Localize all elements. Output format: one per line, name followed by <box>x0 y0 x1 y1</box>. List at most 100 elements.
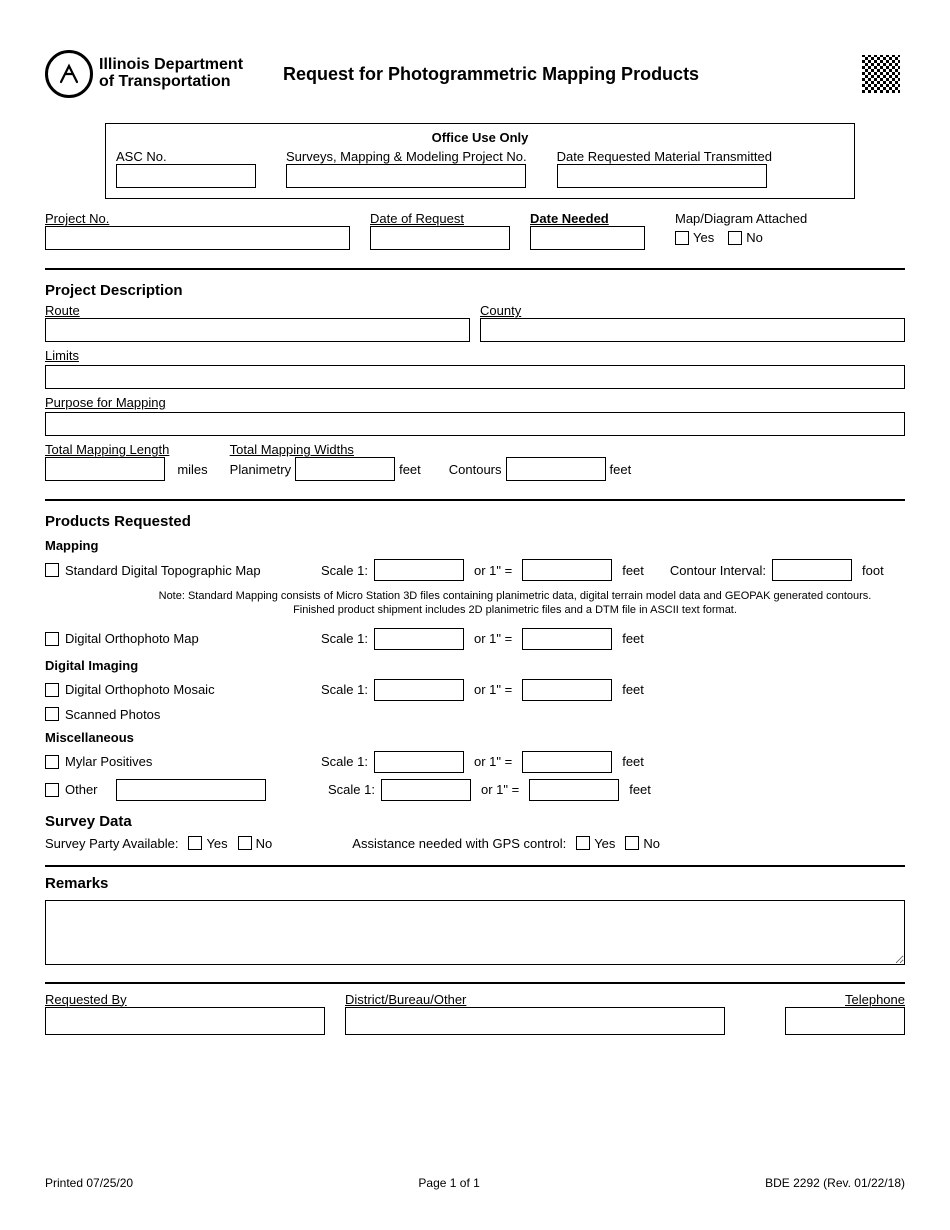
ortho-mosaic-scale-input[interactable] <box>374 679 464 701</box>
survey-party-no[interactable]: No <box>238 836 273 851</box>
mapping-subheading: Mapping <box>45 538 905 553</box>
gps-assist-no[interactable]: No <box>625 836 660 851</box>
date-transmitted-input[interactable] <box>557 164 767 188</box>
other-label: Other <box>65 782 110 797</box>
std-map-feet-unit: feet <box>622 563 644 578</box>
gps-assist-label: Assistance needed with GPS control: <box>352 836 566 851</box>
std-map-checkbox[interactable] <box>45 563 59 577</box>
other-scale-label: Scale 1: <box>328 782 375 797</box>
asc-no-input[interactable] <box>116 164 256 188</box>
std-map-eq-input[interactable] <box>522 559 612 581</box>
footer: Printed 07/25/20 Page 1 of 1 BDE 2292 (R… <box>45 1176 905 1190</box>
planimetry-input[interactable] <box>295 457 395 481</box>
ortho-map-eq-input[interactable] <box>522 628 612 650</box>
ortho-mosaic-eq-input[interactable] <box>522 679 612 701</box>
footer-page: Page 1 of 1 <box>418 1176 479 1190</box>
ortho-mosaic-or-label: or 1" = <box>474 682 512 697</box>
district-bureau-other-input[interactable] <box>345 1007 725 1035</box>
county-input[interactable] <box>480 318 905 342</box>
mylar-scale-input[interactable] <box>374 751 464 773</box>
ortho-mosaic-feet-unit: feet <box>622 682 644 697</box>
mylar-label: Mylar Positives <box>65 754 315 769</box>
total-mapping-widths-label: Total Mapping Widths <box>230 442 632 457</box>
mylar-eq-input[interactable] <box>522 751 612 773</box>
ortho-mosaic-scale-label: Scale 1: <box>321 682 368 697</box>
std-map-scale-label: Scale 1: <box>321 563 368 578</box>
purpose-label: Purpose for Mapping <box>45 395 166 410</box>
ortho-map-scale-label: Scale 1: <box>321 631 368 646</box>
project-description-heading: Project Description <box>45 282 905 299</box>
planimetry-label: Planimetry <box>230 462 291 477</box>
requested-by-label: Requested By <box>45 992 325 1007</box>
survey-party-yes[interactable]: Yes <box>188 836 227 851</box>
contours-label: Contours <box>449 462 502 477</box>
ortho-map-scale-input[interactable] <box>374 628 464 650</box>
scanned-photos-checkbox[interactable] <box>45 707 59 721</box>
telephone-input[interactable] <box>785 1007 905 1035</box>
header: Illinois Department of Transportation Re… <box>45 50 905 98</box>
std-map-note: Note: Standard Mapping consists of Micro… <box>125 589 905 618</box>
qr-code-icon <box>862 55 900 93</box>
project-header-row: Project No. Date of Request Date Needed … <box>45 211 905 250</box>
remarks-heading: Remarks <box>45 875 905 892</box>
contour-interval-input[interactable] <box>772 559 852 581</box>
date-needed-label: Date Needed <box>530 211 645 226</box>
dept-line1: Illinois Department <box>99 57 243 74</box>
divider <box>45 982 905 984</box>
telephone-label: Telephone <box>785 992 905 1007</box>
std-map-scale-input[interactable] <box>374 559 464 581</box>
smmp-input[interactable] <box>286 164 526 188</box>
contours-input[interactable] <box>506 457 606 481</box>
route-input[interactable] <box>45 318 470 342</box>
ortho-map-checkbox[interactable] <box>45 632 59 646</box>
survey-party-label: Survey Party Available: <box>45 836 178 851</box>
dept-name: Illinois Department of Transportation <box>99 57 243 91</box>
date-needed-input[interactable] <box>530 226 645 250</box>
smmp-label: Surveys, Mapping & Modeling Project No. <box>286 149 527 164</box>
limits-input[interactable] <box>45 365 905 389</box>
date-of-request-label: Date of Request <box>370 211 510 226</box>
divider <box>45 499 905 501</box>
other-checkbox[interactable] <box>45 783 59 797</box>
mylar-or-label: or 1" = <box>474 754 512 769</box>
contour-interval-label: Contour Interval: <box>670 563 766 578</box>
other-feet-unit: feet <box>629 782 651 797</box>
mylar-scale-label: Scale 1: <box>321 754 368 769</box>
mylar-checkbox[interactable] <box>45 755 59 769</box>
total-mapping-length-input[interactable] <box>45 457 165 481</box>
form-title: Request for Photogrammetric Mapping Prod… <box>283 64 699 85</box>
purpose-input[interactable] <box>45 412 905 436</box>
ortho-mosaic-checkbox[interactable] <box>45 683 59 697</box>
office-heading: Office Use Only <box>116 130 844 145</box>
logo-icon <box>45 50 93 98</box>
map-attached-no[interactable]: No <box>728 230 763 245</box>
asc-no-field: ASC No. <box>116 149 256 188</box>
gps-assist-yes[interactable]: Yes <box>576 836 615 851</box>
total-mapping-length-label: Total Mapping Length <box>45 442 169 457</box>
map-attached-label: Map/Diagram Attached <box>675 211 807 226</box>
remarks-input[interactable] <box>45 900 905 965</box>
dept-line2: of Transportation <box>99 74 243 91</box>
date-transmitted-label: Date Requested Material Transmitted <box>557 149 772 164</box>
asc-no-label: ASC No. <box>116 149 256 164</box>
ortho-map-or-label: or 1" = <box>474 631 512 646</box>
products-requested-heading: Products Requested <box>45 513 905 530</box>
miles-unit: miles <box>177 462 207 477</box>
other-text-input[interactable] <box>116 779 266 801</box>
ortho-mosaic-label: Digital Orthophoto Mosaic <box>65 682 315 697</box>
digital-imaging-subheading: Digital Imaging <box>45 658 905 673</box>
limits-label: Limits <box>45 348 79 363</box>
requested-by-input[interactable] <box>45 1007 325 1035</box>
std-map-or-label: or 1" = <box>474 563 512 578</box>
std-map-label: Standard Digital Topographic Map <box>65 563 315 578</box>
other-scale-input[interactable] <box>381 779 471 801</box>
route-label: Route <box>45 303 80 318</box>
map-attached-yes[interactable]: Yes <box>675 230 714 245</box>
project-no-input[interactable] <box>45 226 350 250</box>
date-of-request-input[interactable] <box>370 226 510 250</box>
contour-interval-foot-unit: foot <box>862 563 884 578</box>
contours-feet-unit: feet <box>610 462 632 477</box>
county-label: County <box>480 303 521 318</box>
other-eq-input[interactable] <box>529 779 619 801</box>
mylar-feet-unit: feet <box>622 754 644 769</box>
